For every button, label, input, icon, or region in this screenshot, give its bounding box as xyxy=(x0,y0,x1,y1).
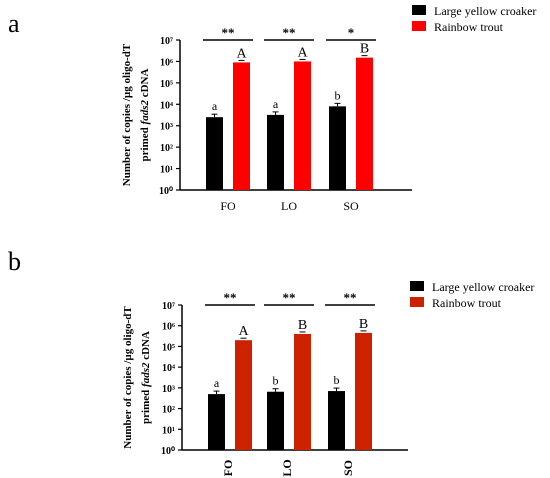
significance-marker: ** xyxy=(344,290,357,305)
legend-swatch-0 xyxy=(412,5,426,15)
y-tick-label: 10¹ xyxy=(160,165,173,176)
y-axis-label-part: cDNA xyxy=(140,331,152,363)
bar-SO-croaker xyxy=(329,106,346,190)
bar-SO-trout xyxy=(355,332,372,450)
bar-LO-trout xyxy=(294,61,311,190)
y-tick-label: 10² xyxy=(162,405,175,416)
bar-letter: B xyxy=(360,42,369,57)
y-tick-label: 10¹ xyxy=(162,425,175,436)
y-axis-label-line1: Number of copies /µg oligo-dT xyxy=(122,306,134,449)
significance-marker: ** xyxy=(222,25,235,40)
y-axis-label-line2: primed fads2 cDNA xyxy=(140,331,152,424)
y-axis-label-line2: primed fads2 cDNA xyxy=(139,68,151,161)
bar-FO-trout xyxy=(235,340,252,450)
x-tick-label: SO xyxy=(341,460,355,476)
y-tick-label: 10⁰ xyxy=(161,446,175,457)
significance-marker: ** xyxy=(283,25,296,40)
y-axis-label-part: fads2 xyxy=(140,362,152,387)
legend-label-0: Large yellow croaker xyxy=(432,280,534,294)
legend-label-0: Large yellow croaker xyxy=(434,4,536,18)
legend-swatch-0 xyxy=(410,281,424,291)
bar-SO-croaker xyxy=(328,391,345,450)
bar-letter: a xyxy=(273,97,279,111)
bar-FO-croaker xyxy=(208,394,225,450)
bar-letter: A xyxy=(236,46,247,61)
panel-label: b xyxy=(8,247,21,276)
bar-letter: A xyxy=(297,45,308,60)
y-axis-label-part: primed xyxy=(140,387,152,424)
legend-label-1: Rainbow trout xyxy=(432,296,502,310)
y-tick-label: 10³ xyxy=(162,384,175,395)
significance-marker: ** xyxy=(283,290,296,305)
y-tick-label: 10⁷ xyxy=(160,36,173,47)
y-tick-label: 10⁰ xyxy=(159,186,173,197)
legend-label-1: Rainbow trout xyxy=(434,20,504,34)
y-tick-label: 10³ xyxy=(160,122,173,133)
x-tick-label: LO xyxy=(280,459,294,476)
significance-marker: ** xyxy=(224,290,237,305)
panel-label: a xyxy=(8,9,20,38)
bar-FO-trout xyxy=(233,62,250,190)
chart-panel-a: a 10⁰ 10¹ 10² 10³ 10⁴ 10⁵ 10⁶ 10⁷ Number of copie… xyxy=(8,4,536,213)
legend-swatch-1 xyxy=(410,297,424,307)
bar-letter: B xyxy=(359,317,368,332)
bar-FO-croaker xyxy=(206,117,223,190)
y-tick-label: 10⁴ xyxy=(162,363,175,374)
legend-swatch-1 xyxy=(412,21,426,31)
y-tick-label: 10⁵ xyxy=(162,342,175,353)
bar-letter: B xyxy=(298,318,307,333)
x-tick-label: FO xyxy=(221,460,235,477)
y-axis-label-line1: Number of copies /µg oligo-dT xyxy=(121,43,133,186)
x-tick-label: SO xyxy=(343,199,359,213)
bar-LO-trout xyxy=(294,333,311,450)
y-axis-label-part: primed xyxy=(139,124,151,161)
chart-panel-b: b 10⁰ 10¹ 10² 10³ 10⁴ 10⁵ 10⁶ 10⁷ Number of copie… xyxy=(8,247,534,477)
bar-SO-trout xyxy=(356,57,373,191)
x-tick-label: LO xyxy=(281,199,297,213)
bar-letter: A xyxy=(238,324,249,339)
bar-letter: b xyxy=(334,373,340,387)
bar-letter: a xyxy=(214,376,220,390)
bar-letter: b xyxy=(273,374,279,388)
bar-LO-croaker xyxy=(267,391,284,450)
y-axis-label-part: cDNA xyxy=(139,68,151,100)
y-tick-label: 10⁵ xyxy=(160,79,173,90)
y-tick-label: 10⁶ xyxy=(162,322,175,333)
y-tick-label: 10⁷ xyxy=(162,301,175,312)
bar-LO-croaker xyxy=(267,114,284,190)
significance-marker: * xyxy=(348,25,355,40)
x-tick-label: FO xyxy=(220,199,236,213)
y-tick-label: 10⁶ xyxy=(160,57,173,68)
y-tick-label: 10⁴ xyxy=(160,100,173,111)
y-axis-label-part: fads2 xyxy=(139,100,151,125)
y-tick-label: 10² xyxy=(160,143,173,154)
bar-letter: a xyxy=(212,99,218,113)
bar-letter: b xyxy=(335,88,341,102)
